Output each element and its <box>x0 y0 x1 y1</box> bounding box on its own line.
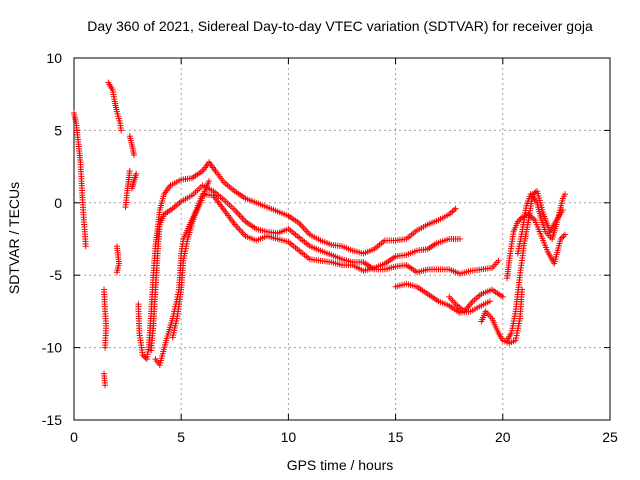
data-point <box>561 231 568 238</box>
plot-frame <box>73 57 611 421</box>
x-tick-label: 20 <box>495 429 511 445</box>
data-point <box>456 236 463 242</box>
data-point <box>561 191 568 198</box>
data-point <box>517 215 524 222</box>
data-point <box>118 127 125 134</box>
series-track-l <box>169 178 213 341</box>
data-point <box>82 243 89 250</box>
y-tick-label: -10 <box>42 340 62 356</box>
data-point <box>133 170 140 177</box>
chart-title: Day 360 of 2021, Sidereal Day-to-day VTE… <box>87 18 593 34</box>
x-tick-label: 0 <box>70 429 78 445</box>
y-tick-label: -15 <box>42 412 62 428</box>
x-tick-label: 15 <box>388 429 404 445</box>
data-point <box>113 269 120 276</box>
axis-ticks: 0 5 10 15 20 25 -15 -10 -5 0 5 10 <box>42 50 618 445</box>
y-tick-label: 0 <box>54 195 62 211</box>
series-track-r <box>504 188 566 344</box>
x-tick-label: 5 <box>177 429 185 445</box>
series-track-h <box>128 170 140 192</box>
y-tick-label: -5 <box>50 267 63 283</box>
y-tick-label: 5 <box>54 122 62 138</box>
data-point <box>486 298 493 305</box>
series-track-g <box>126 133 138 159</box>
data-point <box>131 152 138 159</box>
data-point <box>206 178 213 185</box>
data-point <box>559 234 566 241</box>
data-points <box>71 79 568 389</box>
data-point <box>139 351 146 358</box>
series-track-m <box>392 280 493 316</box>
series-track-f <box>122 167 133 211</box>
y-axis-label: SDTVAR / TECUs <box>6 182 22 294</box>
series-track-a <box>71 110 89 250</box>
data-point <box>126 167 133 174</box>
data-point <box>559 207 566 214</box>
data-point <box>514 218 521 225</box>
x-tick-label: 25 <box>602 429 618 445</box>
series-track-e <box>113 243 123 276</box>
series-track-n <box>446 286 506 315</box>
x-tick-label: 10 <box>281 429 297 445</box>
data-point <box>557 236 564 242</box>
series-track-b <box>101 286 110 351</box>
data-point <box>102 382 109 389</box>
x-axis-label: GPS time / hours <box>287 457 394 473</box>
data-point <box>560 233 567 240</box>
y-tick-label: 10 <box>46 50 62 66</box>
data-point <box>102 344 109 351</box>
data-point <box>499 293 506 300</box>
series-track-c <box>101 370 109 389</box>
series-track-d <box>105 79 125 134</box>
data-point <box>452 205 459 212</box>
data-point <box>495 257 502 264</box>
